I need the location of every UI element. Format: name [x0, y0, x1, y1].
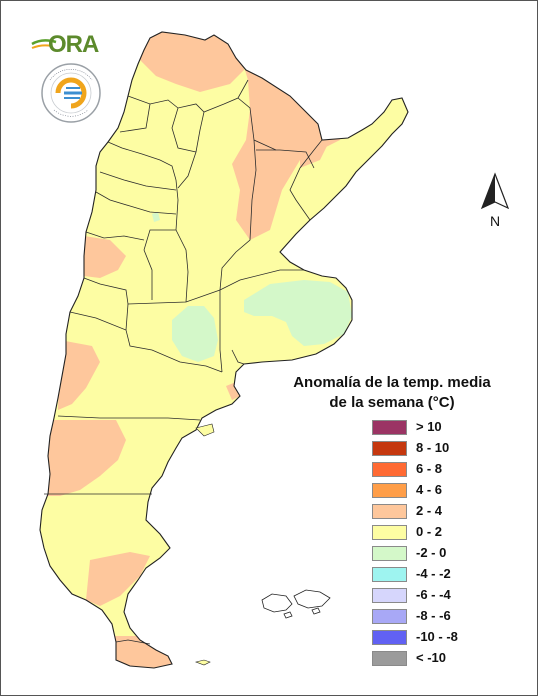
legend-item: -10 - -8 [372, 628, 512, 649]
legend-label: 4 - 6 [416, 482, 443, 497]
legend-label: 8 - 10 [416, 440, 450, 455]
zone-cuyo-cool-spot [152, 212, 160, 222]
zone-patagonia-north-warm [58, 340, 100, 410]
legend-item: 2 - 4 [372, 502, 512, 523]
north-label: N [490, 213, 500, 229]
province-borders [44, 79, 323, 645]
legend-title: Anomalía de la temp. media de la semana … [292, 373, 492, 413]
zone-patagonia-central-warm [40, 420, 126, 496]
legend-swatch [372, 483, 407, 498]
legend: > 10 8 - 10 6 - 8 4 - 6 2 - 4 0 - 2 -2 - 0 -4 -… [372, 418, 512, 670]
zone-patagonia-south-warm [86, 552, 150, 606]
legend-item: -4 - -2 [372, 565, 512, 586]
malvinas-islands [261, 589, 331, 619]
legend-label: -10 - -8 [416, 629, 458, 644]
legend-swatch [372, 567, 407, 582]
legend-title-line1: Anomalía de la temp. media [293, 374, 491, 391]
smn-logo [41, 63, 101, 123]
isla-estados [194, 659, 211, 666]
zone-buenos-aires-cool [244, 280, 352, 346]
legend-label: -4 - -2 [416, 566, 451, 581]
legend-item: -6 - -4 [372, 586, 512, 607]
legend-item: 4 - 6 [372, 481, 512, 502]
legend-item: 8 - 10 [372, 439, 512, 460]
legend-item: 0 - 2 [372, 523, 512, 544]
legend-item: < -10 [372, 649, 512, 670]
legend-label: -8 - -6 [416, 608, 451, 623]
svg-text:ORA: ORA [48, 31, 99, 58]
legend-swatch [372, 630, 407, 645]
ora-logo: ORA [31, 31, 100, 58]
legend-swatch [372, 651, 407, 666]
legend-item: > 10 [372, 418, 512, 439]
zone-pampa-cool [172, 306, 218, 362]
legend-swatch [372, 546, 407, 561]
legend-swatch [372, 420, 407, 435]
legend-swatch [372, 588, 407, 603]
legend-swatch [372, 609, 407, 624]
legend-item: -2 - 0 [372, 544, 512, 565]
legend-swatch [372, 525, 407, 540]
legend-item: 6 - 8 [372, 460, 512, 481]
legend-label: < -10 [416, 650, 446, 665]
legend-title-line2: de la semana (°C) [329, 394, 455, 411]
legend-label: 6 - 8 [416, 461, 443, 476]
coastal-island [195, 423, 215, 437]
legend-swatch [372, 441, 407, 456]
zone-north-warm [140, 32, 244, 92]
legend-swatch [372, 462, 407, 477]
legend-label: -6 - -4 [416, 587, 451, 602]
north-arrow: N [480, 172, 510, 229]
legend-label: 0 - 2 [416, 524, 443, 539]
zone-cuyo-warm [84, 236, 126, 278]
legend-label: 2 - 4 [416, 503, 443, 518]
legend-label: > 10 [416, 419, 442, 434]
legend-item: -8 - -6 [372, 607, 512, 628]
legend-swatch [372, 504, 407, 519]
legend-label: -2 - 0 [416, 545, 447, 560]
